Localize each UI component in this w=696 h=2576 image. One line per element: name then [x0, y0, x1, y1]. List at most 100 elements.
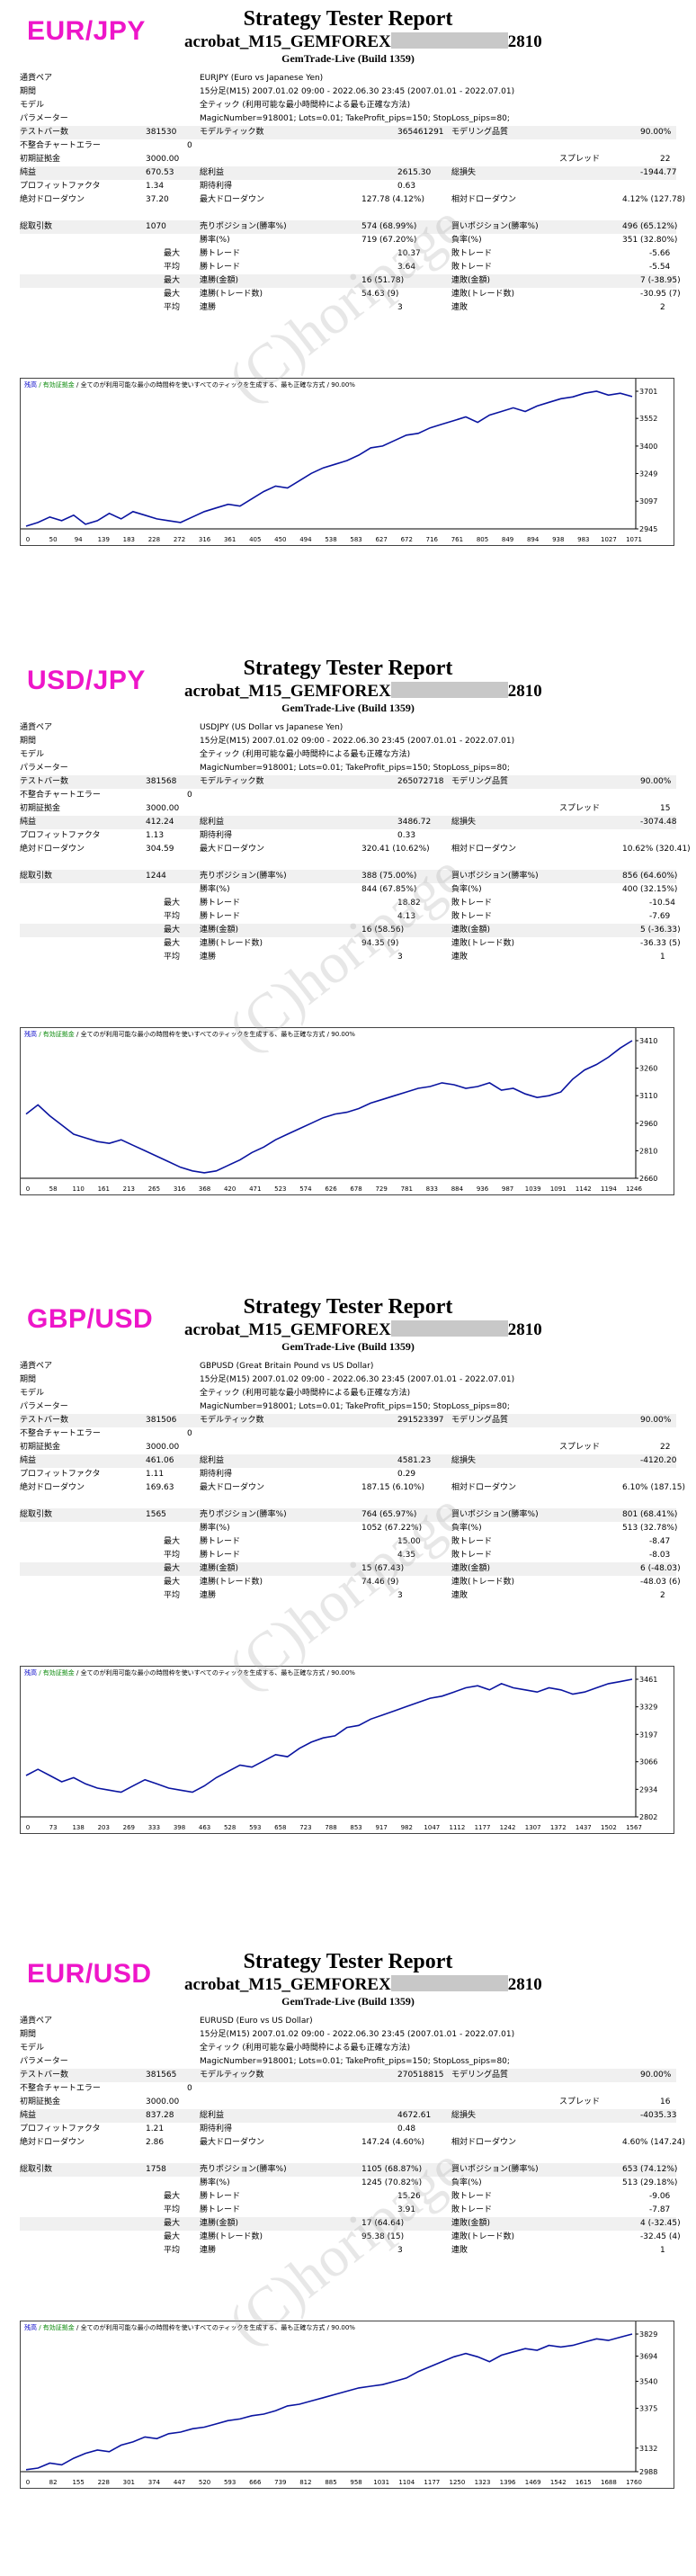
- x-tick-label: 538: [325, 536, 336, 543]
- x-tick-label: 269: [123, 1824, 135, 1831]
- value-short-pos: 764 (65.97%): [361, 1510, 417, 1519]
- legend-quality: / 90.00%: [325, 2324, 355, 2331]
- value-profit-trades: 719 (67.20%): [361, 236, 417, 245]
- stats-row: テストバー数 381565 モデルティック数 270518815 モデリング品質 90.0…: [20, 2069, 676, 2082]
- label-params: パラメーター: [20, 764, 68, 773]
- x-tick-label: 213: [123, 1185, 135, 1193]
- legend-quality: / 90.00%: [325, 1031, 355, 1038]
- x-tick-label: 420: [224, 1185, 236, 1193]
- value-long-pos: 496 (65.12%): [622, 222, 678, 231]
- balance-line: [25, 1678, 633, 1793]
- stats-row: 通貨ペア EURUSD (Euro vs US Dollar): [20, 2015, 676, 2028]
- stats-row: 最大 勝トレード 18.82 敗トレード -10.54: [20, 897, 676, 910]
- stats-row: 純益 670.53 総利益 2615.30 総損失 -1944.77: [20, 166, 676, 180]
- y-tick-label: 3097: [639, 497, 657, 505]
- label-max: 最大: [164, 290, 181, 299]
- label-avg-loss: 敗トレード: [451, 2205, 493, 2214]
- stats-row: 平均 連勝 3 連敗 2: [20, 1589, 676, 1603]
- x-tick-label: 1142: [576, 1185, 592, 1193]
- x-tick-label: 805: [477, 536, 488, 543]
- stats-row: テストバー数 381530 モデルティック数 365461291 モデリング品質 90.0…: [20, 126, 676, 139]
- value-gross-loss: -3074.48: [640, 818, 677, 827]
- label-profit-trades: 勝率(%): [200, 2178, 230, 2187]
- x-tick-label: 1246: [626, 1185, 642, 1193]
- x-tick-label: 936: [477, 1185, 489, 1193]
- stats-row: モデル 全ティック (利用可能な最小時間枠による最も正確な方法): [20, 1387, 676, 1400]
- label-bars: テストバー数: [20, 128, 69, 137]
- stats-row: 平均 勝トレード 3.91 敗トレード -7.87: [20, 2204, 676, 2217]
- y-tick-label: 3197: [639, 1731, 657, 1739]
- stats-row: パラメーター MagicNumber=918001; Lots=0.01; Tak…: [20, 2055, 676, 2069]
- label-mismatch: 不整合チャートエラー: [20, 791, 101, 800]
- chart-legend: 残高 / 有効証拠金 / 全てのが利用可能な最小の時間枠を使いすべてのティックを…: [24, 1668, 355, 1677]
- ea-name-suffix: 2810: [507, 682, 542, 701]
- label-max-dd: 最大ドローダウン: [200, 845, 265, 854]
- stats-row: 最大 連勝(金額) 15 (67.43) 連敗(金額) 6 (-48.03): [20, 1562, 681, 1576]
- value-max-dd: 320.41 (10.62%): [361, 845, 430, 854]
- value-abs-dd: 37.20: [146, 195, 169, 204]
- value-ticks: 365461291: [397, 128, 444, 137]
- label-max: 最大: [164, 1564, 181, 1573]
- y-tick-label: 3540: [639, 2378, 657, 2386]
- stats-row: 勝率(%) 1245 (70.82%) 負率(%) 513 (29.18%): [20, 2177, 677, 2190]
- balance-line: [25, 390, 633, 527]
- y-tick-label: 2660: [639, 1175, 657, 1183]
- stats-row: 平均 勝トレード 4.35 敗トレード -8.03: [20, 1549, 676, 1562]
- x-tick-label: 0: [26, 536, 30, 543]
- label-profit-trades: 勝率(%): [200, 1524, 230, 1533]
- stats-row: 初期証拠金 3000.00 スプレッド 15: [20, 802, 676, 816]
- label-mismatch: 不整合チャートエラー: [20, 1429, 101, 1438]
- x-tick-label: 1177: [475, 1824, 491, 1831]
- value-spread: 22: [660, 1443, 671, 1452]
- x-tick-label: 0: [26, 2479, 30, 2486]
- stats-table: 通貨ペア EURJPY (Euro vs Japanese Yen) 期間 15分足(…: [20, 72, 685, 315]
- label-expected-payoff: 期待利得: [200, 831, 233, 840]
- value-net-profit: 412.24: [146, 818, 174, 827]
- label-period: 期間: [20, 2030, 37, 2039]
- label-avg: 平均: [164, 1591, 181, 1600]
- label-ticks: モデルティック数: [200, 777, 264, 786]
- stats-row: 総取引数 1244 売りポジション(勝率%) 388 (75.00%) 買いポジション(…: [20, 870, 677, 883]
- stats-row: 不整合チャートエラー 0: [20, 1427, 676, 1441]
- value-long-pos: 801 (68.41%): [622, 1510, 678, 1519]
- value-symbol: USDJPY (US Dollar vs Japanese Yen): [200, 723, 344, 732]
- legend-equity: / 有効証拠金: [37, 2324, 75, 2331]
- stats-row: 最大 勝トレード 15.00 敗トレード -8.47: [20, 1535, 676, 1549]
- value-gross-loss: -4035.33: [640, 2111, 677, 2120]
- label-avg-loss: 敗トレード: [451, 912, 493, 921]
- stats-row: [20, 2150, 676, 2163]
- value-gross-loss: -1944.77: [640, 168, 677, 177]
- stats-row: 最大 連勝(トレード数) 54.63 (9) 連敗(トレード数) -30.95 (7): [20, 288, 681, 301]
- x-tick-label: 1760: [626, 2479, 642, 2486]
- label-ticks: モデルティック数: [200, 1416, 264, 1425]
- value-loss-trades: 513 (32.78%): [622, 1524, 678, 1533]
- value-total-trades: 1070: [146, 222, 166, 231]
- report-title: Strategy Tester Report: [243, 1950, 453, 1973]
- x-tick-label: 374: [148, 2479, 161, 2486]
- value-gross-profit: 2615.30: [397, 168, 432, 177]
- label-avg: 平均: [164, 912, 181, 921]
- report-panel-eurusd: EUR/USD Strategy Tester Report acrobat_M15…: [0, 1943, 696, 2518]
- x-tick-label: 716: [426, 536, 439, 543]
- y-tick-label: 3375: [639, 2405, 657, 2413]
- x-tick-label: 139: [98, 536, 110, 543]
- value-profit-factor: 1.34: [146, 182, 165, 191]
- stats-row: 不整合チャートエラー 0: [20, 2082, 676, 2096]
- label-deposit: 初期証拠金: [20, 2097, 61, 2106]
- equity-chart: 残高 / 有効証拠金 / 全てのが利用可能な最小の時間枠を使いすべてのティックを…: [20, 1666, 674, 1834]
- stats-row: 絶対ドローダウン 169.63 最大ドローダウン 187.15 (6.10%) 相対ドロ…: [20, 1481, 685, 1495]
- value-model: 全ティック (利用可能な最小時間枠による最も正確な方法): [200, 101, 411, 110]
- label-avg: 平均: [164, 303, 181, 312]
- legend-quality: / 90.00%: [325, 381, 355, 389]
- label-max-cons-profit: 連勝(トレード数): [200, 290, 263, 299]
- value-largest-profit: 15.00: [397, 1537, 421, 1546]
- label-largest-loss: 敗トレード: [451, 1537, 493, 1546]
- value-rel-dd: 4.60% (147.24): [622, 2138, 685, 2147]
- value-profit-factor: 1.21: [146, 2124, 165, 2133]
- value-loss-trades: 400 (32.15%): [622, 885, 678, 894]
- value-total-trades: 1758: [146, 2165, 166, 2174]
- stats-row: 最大 連勝(トレード数) 94.35 (9) 連敗(トレード数) -36.33 (5): [20, 937, 681, 951]
- legend-method: / 全てのが利用可能な最小の時間枠を使いすべてのティックを生成する、最も正確な方…: [74, 381, 326, 389]
- legend-method: / 全てのが利用可能な最小の時間枠を使いすべてのティックを生成する、最も正確な方…: [74, 1031, 326, 1038]
- x-tick-label: 812: [299, 2479, 311, 2486]
